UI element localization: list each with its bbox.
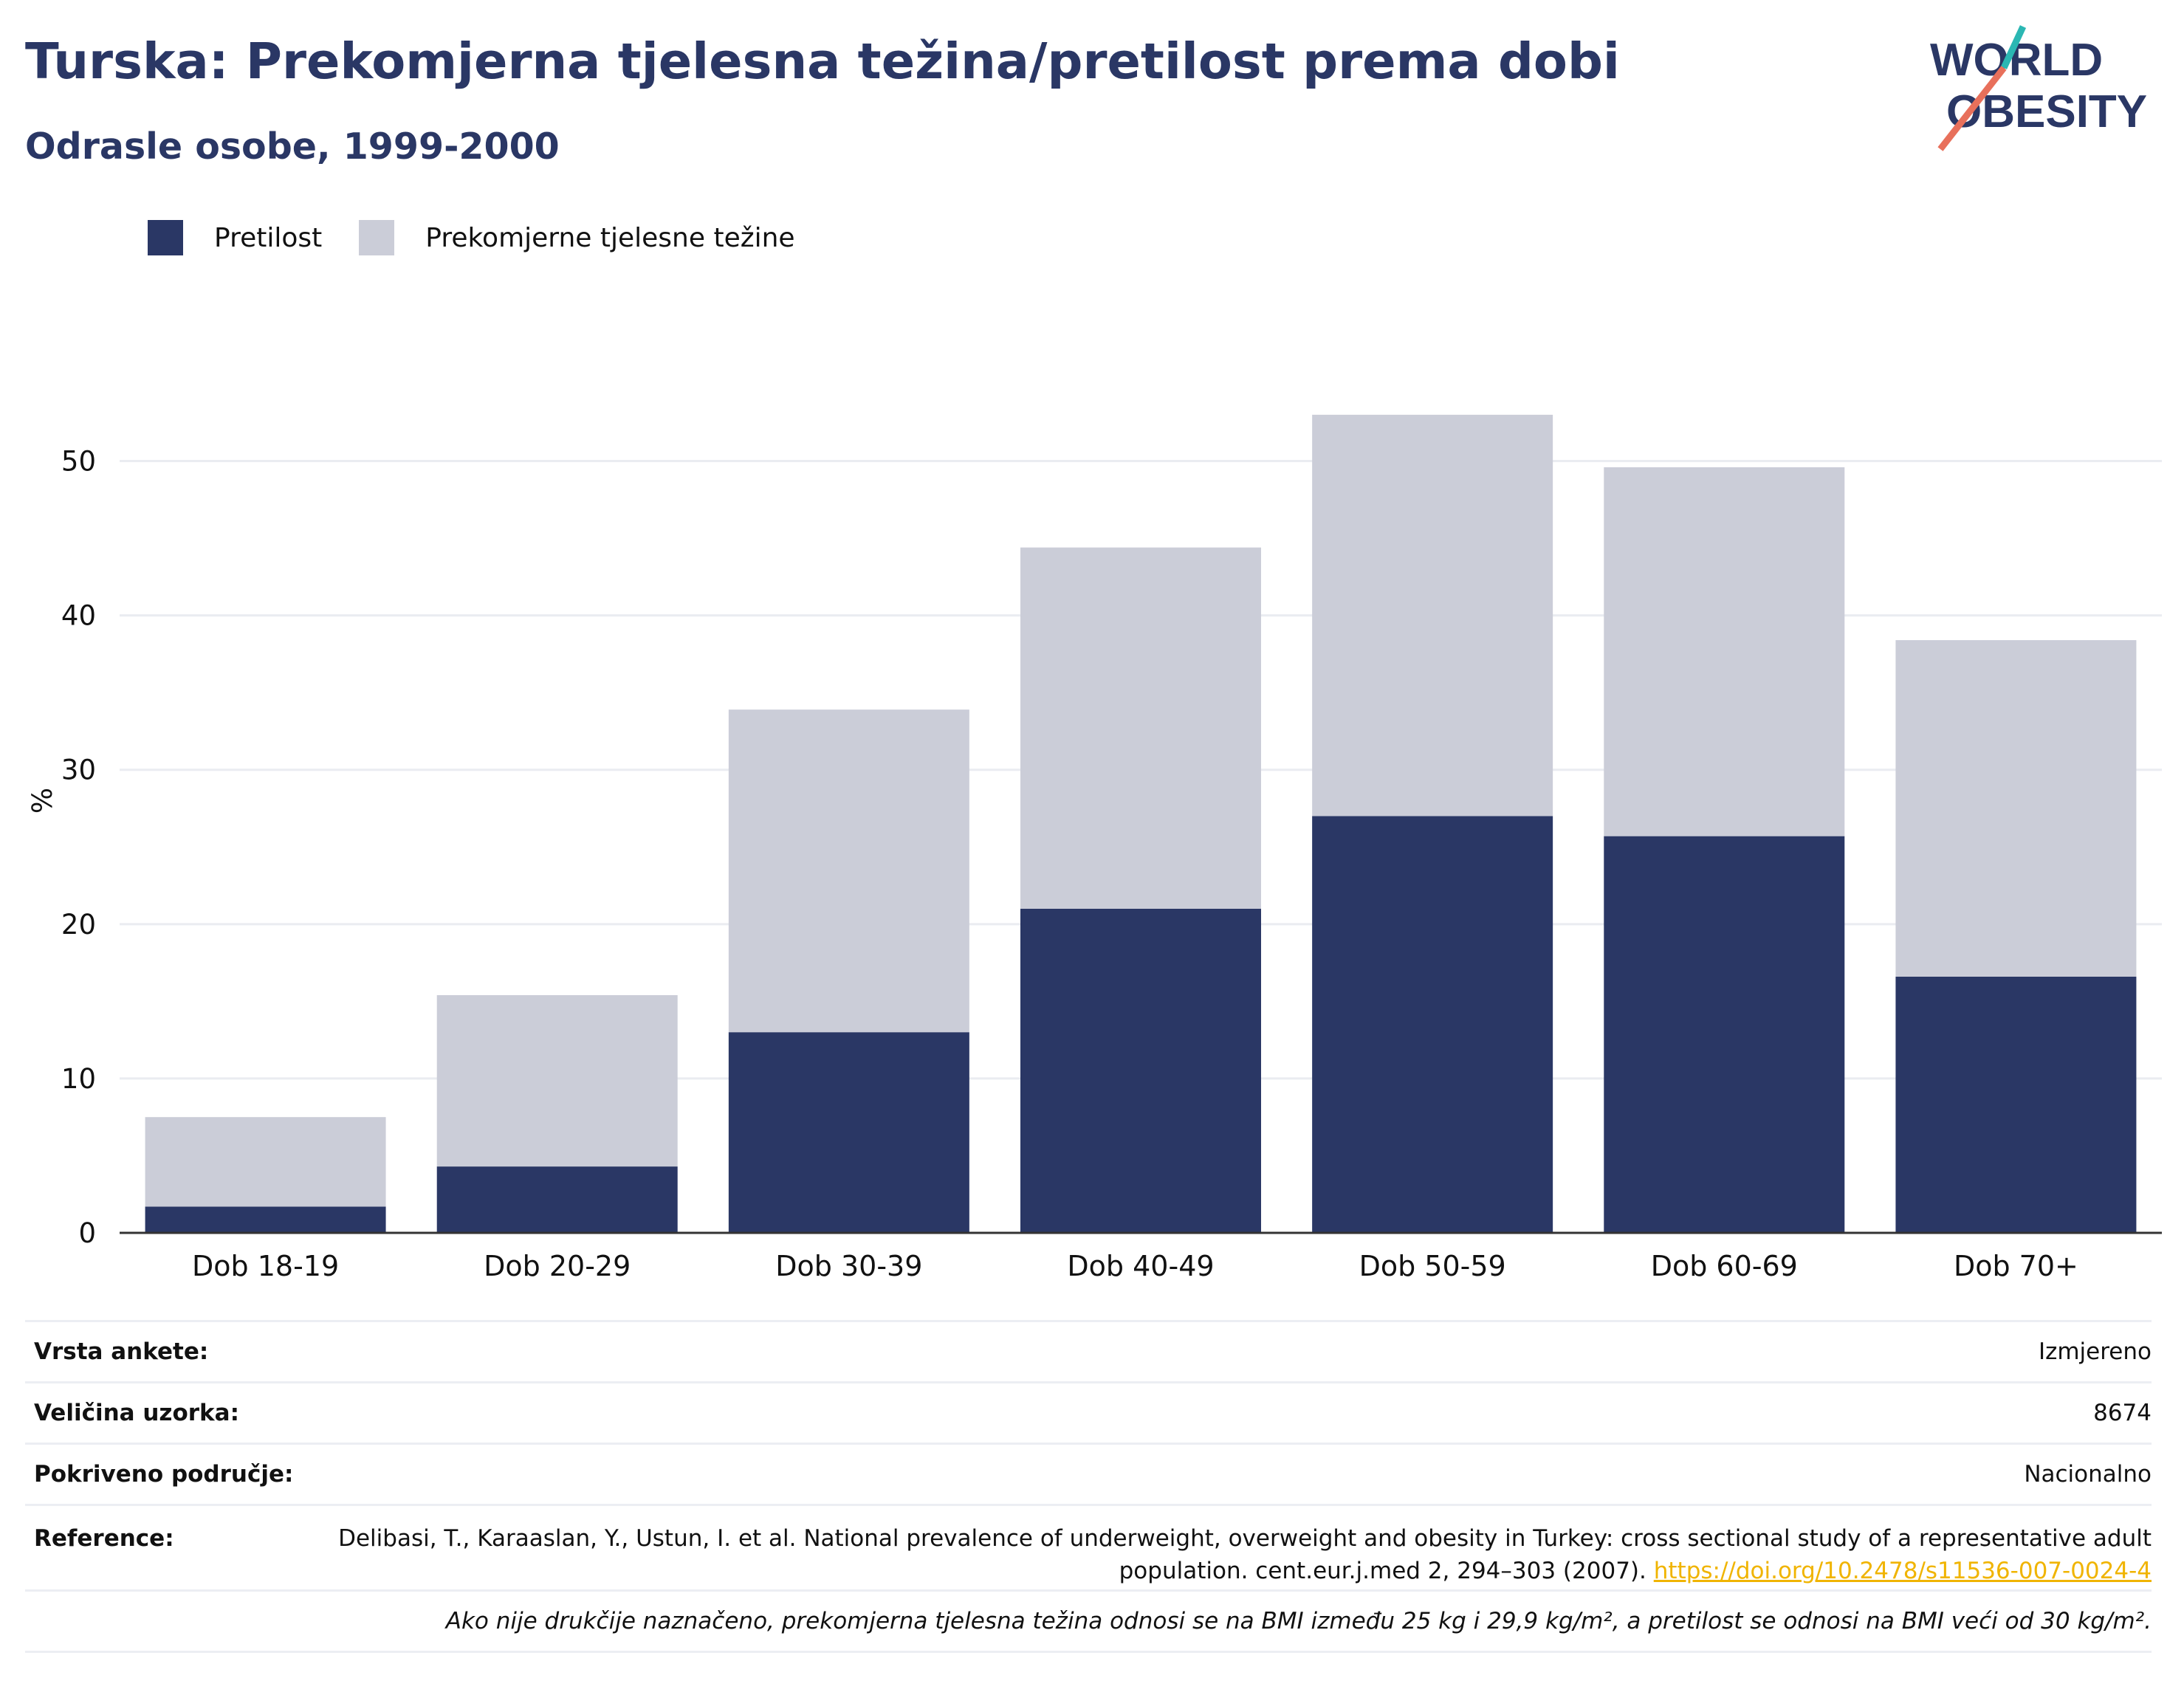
- legend-label-overweight: Prekomjerne tjelesne težine: [425, 222, 795, 253]
- reference-citation: Delibasi, T., Karaaslan, Y., Ustun, I. e…: [338, 1525, 2152, 1584]
- x-tick-label: Dob 60-69: [1651, 1250, 1798, 1282]
- x-tick-label: Dob 50-59: [1359, 1250, 1506, 1282]
- bar-obesity: [1020, 908, 1261, 1233]
- x-tick-label: Dob 30-39: [775, 1250, 922, 1282]
- y-axis-label: %: [27, 788, 58, 814]
- legend-swatch-overweight: [359, 220, 395, 255]
- y-tick-label: 20: [61, 909, 96, 941]
- legend-swatch-obesity: [148, 220, 183, 255]
- stacked-bar-chart: 0 10 20 30 40 50% Dob 18-19 Dob 20-29 Dob 30-39 D…: [27, 414, 2162, 1282]
- x-tick-label: Dob 18-19: [192, 1250, 339, 1282]
- x-tick-label: Dob 20-29: [484, 1250, 631, 1282]
- y-tick-label: 30: [61, 754, 96, 786]
- y-tick-label: 10: [61, 1063, 96, 1095]
- definition-note: Ako nije drukčije naznačeno, prekomjerna…: [445, 1608, 2152, 1634]
- bar-overweight: [436, 995, 678, 1167]
- reference-link[interactable]: https://doi.org/10.2478/s11536-007-0024-…: [1653, 1558, 2152, 1584]
- info-label: Reference:: [34, 1525, 174, 1552]
- world-obesity-logo: WORLD OBESITY: [1930, 25, 2147, 151]
- y-tick-label: 40: [61, 600, 96, 632]
- bar-obesity: [145, 1206, 386, 1233]
- info-label: Pokriveno područje:: [34, 1461, 294, 1488]
- chart-subtitle: Odrasle osobe, 1999-2000: [25, 126, 560, 168]
- bar-obesity: [1312, 816, 1553, 1233]
- bar-overweight: [1020, 547, 1261, 909]
- x-tick-label: Dob 40-49: [1067, 1250, 1214, 1282]
- logo-slash-teal: [2000, 25, 2027, 69]
- y-tick-label: 50: [61, 446, 96, 478]
- info-row-sample-size: Veličina uzorka: 8674: [25, 1381, 2152, 1443]
- bar-overweight: [728, 709, 969, 1033]
- info-row-coverage: Pokriveno područje: Nacionalno: [25, 1443, 2152, 1504]
- info-value: 8674: [2093, 1400, 2152, 1426]
- bar-obesity: [1604, 836, 1845, 1233]
- bar-obesity: [728, 1032, 969, 1233]
- x-tick-label: Dob 70+: [1954, 1250, 2078, 1282]
- legend-label-obesity: Pretilost: [214, 222, 323, 253]
- info-row-reference: Reference: Delibasi, T., Karaaslan, Y., …: [25, 1504, 2152, 1589]
- logo-slash-coral: [1937, 66, 2007, 151]
- bar-overweight: [145, 1117, 386, 1207]
- bar-overweight: [1895, 640, 2137, 977]
- info-value: Izmjereno: [2038, 1338, 2152, 1365]
- info-row-note: Ako nije drukčije naznačeno, prekomjerna…: [25, 1589, 2152, 1653]
- legend-item-obesity[interactable]: Pretilost: [148, 220, 322, 255]
- info-label: Veličina uzorka:: [34, 1400, 239, 1426]
- y-tick-label: 0: [78, 1217, 96, 1249]
- bar-overweight: [1604, 467, 1845, 836]
- bar-obesity: [1895, 976, 2137, 1233]
- info-label: Vrsta ankete:: [34, 1338, 209, 1365]
- legend-item-overweight[interactable]: Prekomjerne tjelesne težine: [359, 220, 795, 255]
- chart-title: Turska: Prekomjerna tjelesna težina/pret…: [25, 32, 1620, 90]
- bar-overweight: [1312, 414, 1553, 816]
- reference-text: Delibasi, T., Karaaslan, Y., Ustun, I. e…: [320, 1522, 2152, 1587]
- chart-legend: Pretilost Prekomjerne tjelesne težine: [148, 220, 832, 255]
- bar-obesity: [436, 1166, 678, 1233]
- info-row-survey-type: Vrsta ankete: Izmjereno: [25, 1320, 2152, 1381]
- survey-info-table: Vrsta ankete: Izmjereno Veličina uzorka:…: [25, 1320, 2152, 1653]
- info-value: Nacionalno: [2024, 1461, 2152, 1488]
